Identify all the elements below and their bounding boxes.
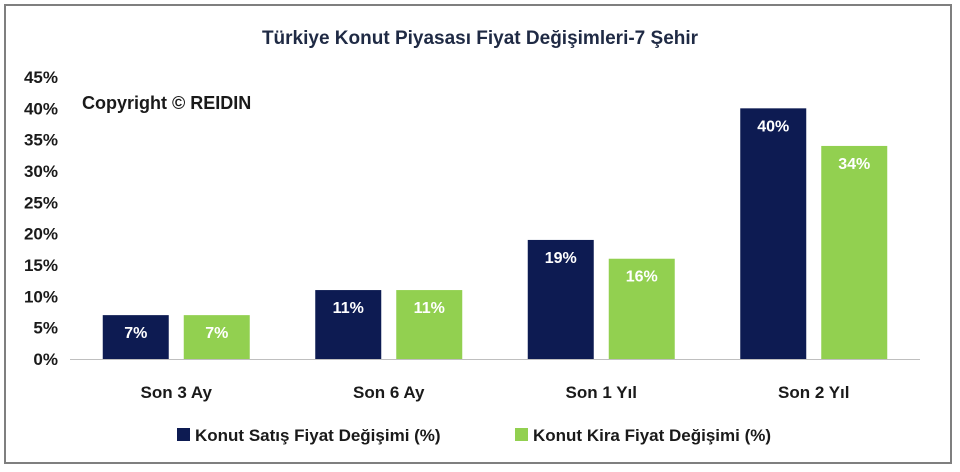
bar (527, 239, 594, 359)
x-category-label: Son 3 Ay (141, 383, 213, 402)
data-label: 11% (333, 300, 364, 317)
data-label: 7% (205, 325, 228, 342)
legend-swatch (177, 428, 190, 441)
bar (183, 315, 250, 359)
y-tick-label: 10% (24, 287, 58, 306)
y-tick-label: 45% (24, 68, 58, 87)
bar (396, 290, 463, 359)
bar (821, 145, 888, 359)
x-category-label: Son 1 Yıl (566, 383, 638, 402)
y-tick-label: 30% (24, 162, 58, 181)
data-label: 16% (626, 269, 658, 286)
y-tick-label: 15% (24, 256, 58, 275)
x-category-label: Son 6 Ay (353, 383, 425, 402)
y-tick-label: 35% (24, 131, 58, 150)
data-label: 40% (757, 118, 789, 135)
legend-swatch (515, 428, 528, 441)
bars: 7% 7% 11% 11% 19% 16% 40% 34% (102, 108, 888, 359)
data-label: 34% (838, 156, 870, 173)
y-axis: 0% 5% 10% 15% 20% 25% 30% 35% 40% 45% (24, 68, 58, 369)
bar (740, 108, 807, 359)
y-tick-label: 0% (33, 350, 58, 369)
bar (102, 315, 169, 359)
bar (315, 290, 382, 359)
chart-title: Türkiye Konut Piyasası Fiyat Değişimleri… (262, 28, 699, 49)
y-tick-label: 20% (24, 225, 58, 244)
legend-label: Konut Satış Fiyat Değişimi (%) (195, 426, 441, 445)
y-tick-label: 25% (24, 193, 58, 212)
legend: Konut Satış Fiyat Değişimi (%) Konut Kira… (177, 426, 771, 445)
copyright-annotation: Copyright © REIDIN (82, 93, 251, 113)
data-label: 19% (545, 250, 577, 267)
bar (608, 258, 675, 359)
data-label: 11% (414, 300, 445, 317)
y-tick-label: 5% (33, 319, 58, 338)
data-label: 7% (124, 325, 147, 342)
legend-label: Konut Kira Fiyat Değişimi (%) (533, 426, 771, 445)
x-category-label: Son 2 Yıl (778, 383, 850, 402)
y-tick-label: 40% (24, 99, 58, 118)
x-axis: Son 3 Ay Son 6 Ay Son 1 Yıl Son 2 Yıl (70, 359, 920, 402)
